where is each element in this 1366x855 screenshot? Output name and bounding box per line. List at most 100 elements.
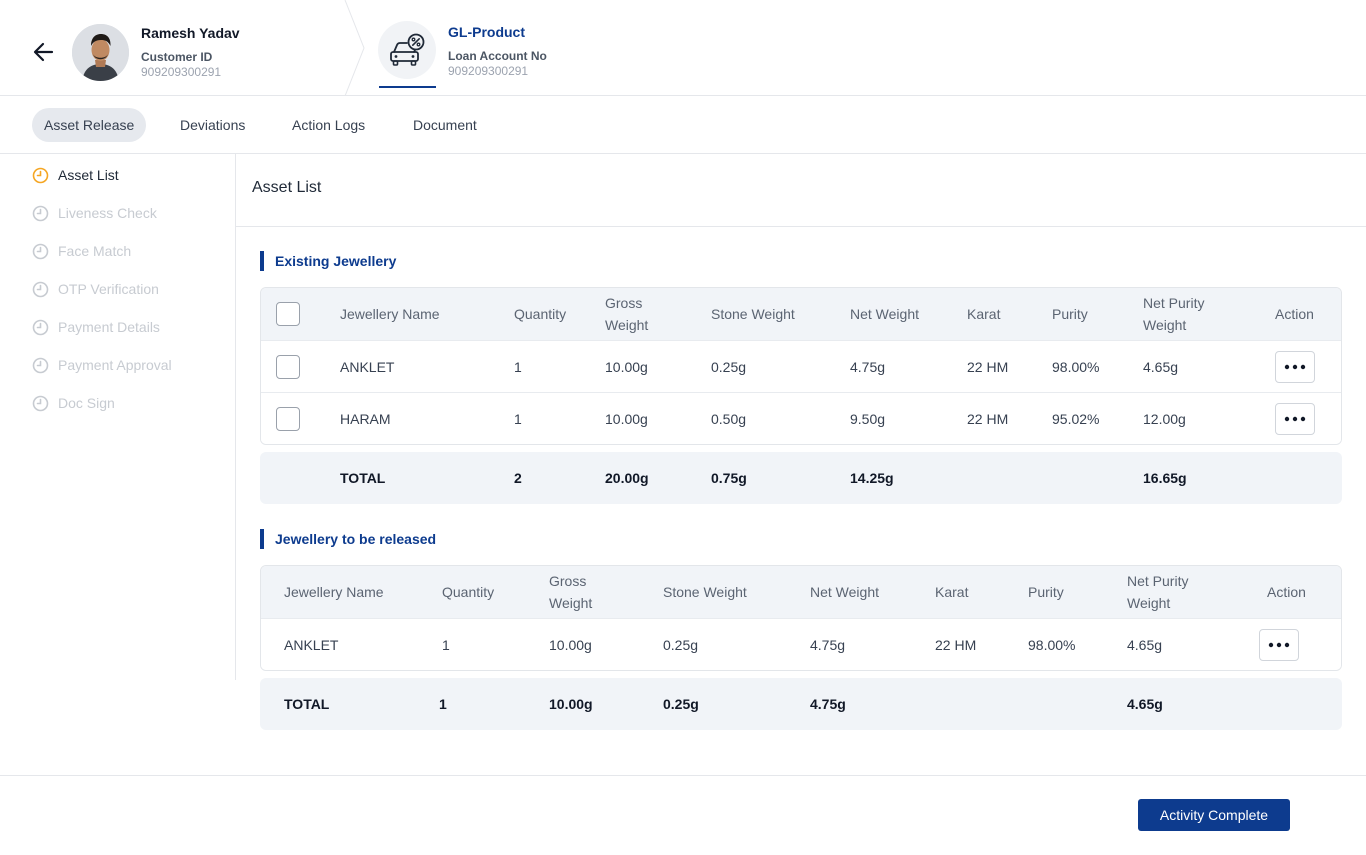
step-label: OTP Verification <box>58 281 159 297</box>
clock-icon <box>32 167 49 183</box>
cell-purity: 95.02% <box>1052 410 1100 427</box>
table-row: HARAM 1 10.00g 0.50g 9.50g 22 HM 95.02% … <box>261 392 1341 444</box>
row-checkbox[interactable] <box>276 354 300 379</box>
total-quantity: 1 <box>439 696 447 712</box>
back-arrow-icon[interactable] <box>30 38 58 66</box>
loan-account-label: Loan Account No <box>448 49 547 63</box>
header-purity: Purity <box>1028 584 1064 600</box>
customer-name: Ramesh Yadav <box>141 25 240 41</box>
header-stone-weight: Stone Weight <box>663 584 747 600</box>
header-action: Action <box>1275 306 1314 322</box>
product-name[interactable]: GL-Product <box>448 24 525 40</box>
row-action-menu-button[interactable] <box>1275 350 1315 383</box>
total-net-purity-weight: 4.65g <box>1127 696 1163 712</box>
tab-asset-release[interactable]: Asset Release <box>32 108 147 142</box>
step-doc-sign[interactable]: Doc Sign <box>32 393 115 413</box>
table-header-row: Jewellery Name Quantity Gross Weight Sto… <box>261 288 1341 340</box>
car-loan-icon <box>390 33 425 66</box>
more-horizontal-icon <box>1284 364 1306 369</box>
cell-karat: 22 HM <box>967 410 1009 427</box>
header-chevron-divider <box>344 0 365 96</box>
step-label: Doc Sign <box>58 395 115 411</box>
cell-net-weight: 9.50g <box>850 410 886 427</box>
step-label: Payment Approval <box>58 357 172 373</box>
cell-purity: 98.00% <box>1028 636 1076 653</box>
existing-jewellery-title: Existing Jewellery <box>260 251 396 271</box>
cell-gross-weight: 10.00g <box>605 410 648 427</box>
header-gross-weight: Gross Weight <box>605 295 649 333</box>
header-karat: Karat <box>967 306 1001 322</box>
cell-jewellery-name: ANKLET <box>284 636 339 653</box>
total-label: TOTAL <box>340 470 386 486</box>
cell-karat: 22 HM <box>967 358 1009 375</box>
clock-icon <box>32 243 49 259</box>
cell-quantity: 1 <box>514 358 522 375</box>
cell-jewellery-name: HARAM <box>340 410 391 427</box>
product-icon-container <box>378 21 436 79</box>
cell-net-weight: 4.75g <box>810 636 846 653</box>
cell-jewellery-name: ANKLET <box>340 358 395 375</box>
row-action-menu-button[interactable] <box>1275 402 1315 435</box>
step-asset-list[interactable]: Asset List <box>32 165 119 185</box>
select-all-checkbox[interactable] <box>276 302 300 326</box>
header-net-purity-weight: Net Purity Weight <box>1143 295 1205 333</box>
header-action: Action <box>1267 584 1306 600</box>
product-active-underline <box>379 86 436 88</box>
total-stone-weight: 0.25g <box>663 696 699 712</box>
released-jewellery-table: Jewellery Name Quantity Gross Weight Sto… <box>260 565 1342 671</box>
row-action-menu-button[interactable] <box>1259 628 1299 661</box>
activity-complete-button[interactable]: Activity Complete <box>1138 799 1290 831</box>
header-purity: Purity <box>1052 306 1088 322</box>
header-jewellery-name: Jewellery Name <box>284 584 384 600</box>
cell-gross-weight: 10.00g <box>605 358 648 375</box>
cell-purity: 98.00% <box>1052 358 1100 375</box>
step-label: Face Match <box>58 243 132 259</box>
table-row: ANKLET 1 10.00g 0.25g 4.75g 22 HM 98.00%… <box>261 340 1341 392</box>
header-stone-weight: Stone Weight <box>711 306 795 322</box>
step-liveness-check[interactable]: Liveness Check <box>32 203 157 223</box>
cell-net-purity-weight: 4.65g <box>1127 636 1163 653</box>
step-face-match[interactable]: Face Match <box>32 241 131 261</box>
more-horizontal-icon <box>1268 642 1290 647</box>
cell-gross-weight: 10.00g <box>549 636 592 653</box>
total-label: TOTAL <box>284 696 330 712</box>
total-quantity: 2 <box>514 470 522 486</box>
tab-document[interactable]: Document <box>413 117 477 133</box>
step-payment-approval[interactable]: Payment Approval <box>32 355 172 375</box>
cell-stone-weight: 0.25g <box>663 636 699 653</box>
total-net-purity-weight: 16.65g <box>1143 470 1187 486</box>
header-jewellery-name: Jewellery Name <box>340 306 440 322</box>
header-quantity: Quantity <box>514 306 567 322</box>
row-checkbox[interactable] <box>276 406 300 431</box>
clock-icon <box>32 281 49 297</box>
step-sidebar: Asset List Liveness Check Face Match OTP… <box>0 154 236 680</box>
main-divider <box>236 226 1366 227</box>
header-net-purity-weight: Net Purity Weight <box>1127 573 1189 611</box>
cell-quantity: 1 <box>442 636 450 653</box>
customer-avatar <box>72 24 129 81</box>
tab-deviations[interactable]: Deviations <box>180 117 246 133</box>
table-row: ANKLET 1 10.00g 0.25g 4.75g 22 HM 98.00%… <box>261 618 1341 670</box>
total-net-weight: 4.75g <box>810 696 846 712</box>
step-otp-verification[interactable]: OTP Verification <box>32 279 159 299</box>
existing-total-row: TOTAL 2 20.00g 0.75g 14.25g 16.65g <box>260 452 1342 504</box>
tab-action-logs[interactable]: Action Logs <box>292 117 366 133</box>
tab-bar: Asset Release Deviations Action Logs Doc… <box>0 96 1366 154</box>
released-jewellery-title: Jewellery to be released <box>260 529 436 549</box>
cell-quantity: 1 <box>514 410 522 427</box>
customer-id-value: 909209300291 <box>141 65 222 79</box>
total-net-weight: 14.25g <box>850 470 894 486</box>
total-gross-weight: 20.00g <box>605 470 649 486</box>
header-net-weight: Net Weight <box>810 584 879 600</box>
cell-net-purity-weight: 4.65g <box>1143 358 1179 375</box>
table-header-row: Jewellery Name Quantity Gross Weight Sto… <box>261 566 1341 618</box>
page-header: Ramesh Yadav Customer ID 909209300291 GL… <box>0 0 1366 96</box>
step-payment-details[interactable]: Payment Details <box>32 317 160 337</box>
cell-net-weight: 4.75g <box>850 358 886 375</box>
clock-icon <box>32 357 49 373</box>
total-stone-weight: 0.75g <box>711 470 747 486</box>
total-gross-weight: 10.00g <box>549 696 593 712</box>
released-total-row: TOTAL 1 10.00g 0.25g 4.75g 4.65g <box>260 678 1342 730</box>
header-net-weight: Net Weight <box>850 306 919 322</box>
customer-id-label: Customer ID <box>141 50 213 64</box>
